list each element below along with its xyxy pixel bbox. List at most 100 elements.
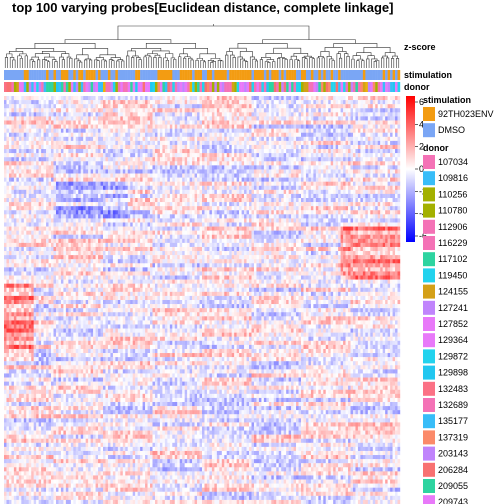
heatmap-cell — [244, 157, 247, 162]
heatmap-cell — [315, 185, 319, 191]
heatmap-cell — [211, 100, 215, 105]
heatmap-cell — [46, 202, 49, 207]
heatmap-cell — [26, 149, 29, 154]
heatmap-cell — [21, 153, 24, 158]
heatmap-cell — [234, 206, 237, 211]
heatmap-cell — [350, 210, 354, 215]
heatmap-cell — [100, 157, 104, 162]
heatmap-cell — [395, 96, 398, 101]
donor-cell — [127, 82, 131, 92]
heatmap-cell — [303, 177, 307, 182]
heatmap-cell — [16, 132, 20, 137]
heatmap-cell — [387, 132, 391, 137]
heatmap-cell — [103, 108, 106, 113]
heatmap-cell — [65, 108, 69, 113]
heatmap-cell — [268, 153, 272, 158]
heatmap-cell — [273, 198, 277, 203]
heatmap-cell — [115, 100, 119, 105]
heatmap-cell — [320, 132, 324, 137]
heatmap-cell — [241, 132, 245, 137]
heatmap-cell — [209, 157, 213, 162]
heatmap-cell — [271, 136, 274, 142]
heatmap-cell — [53, 202, 57, 207]
heatmap-cell — [150, 157, 153, 162]
heatmap-cell — [318, 173, 321, 178]
heatmap-cell — [172, 128, 175, 133]
heatmap-cell — [122, 161, 126, 166]
heatmap-cell — [360, 173, 364, 178]
heatmap-cell — [93, 128, 96, 133]
heatmap-cell — [192, 96, 195, 101]
heatmap-cell — [11, 108, 15, 113]
heatmap-cell — [177, 120, 180, 125]
heatmap-cell — [348, 112, 351, 117]
heatmap-cell — [162, 193, 166, 199]
heatmap-cell — [58, 193, 62, 199]
heatmap-cell — [16, 202, 20, 207]
heatmap-cell — [278, 169, 282, 174]
heatmap-cell — [310, 157, 314, 162]
heatmap-cell — [395, 157, 398, 162]
heatmap-cell — [23, 140, 27, 146]
heatmap-cell — [268, 177, 272, 182]
heatmap-cell — [377, 173, 381, 178]
heatmap-cell — [11, 193, 15, 199]
heatmap-cell — [224, 140, 227, 146]
heatmap-cell — [313, 112, 317, 117]
heatmap-cell — [98, 96, 101, 101]
heatmap-cell — [343, 169, 346, 174]
heatmap-cell — [85, 193, 89, 199]
heatmap-cell — [273, 108, 277, 113]
heatmap-cell — [58, 100, 62, 105]
heatmap-cell — [318, 193, 321, 199]
heatmap-cell — [130, 198, 133, 203]
heatmap-cell — [338, 128, 341, 133]
heatmap-cell — [397, 96, 401, 101]
heatmap-cell — [110, 210, 114, 215]
heatmap-cell — [298, 136, 302, 142]
heatmap-cell — [271, 185, 274, 191]
heatmap-cell — [362, 177, 366, 182]
heatmap-cell — [107, 193, 111, 199]
heatmap-cell — [372, 116, 376, 121]
heatmap-cell — [117, 112, 121, 117]
heatmap-cell — [112, 169, 116, 174]
heatmap-cell — [145, 198, 148, 203]
heatmap-cell — [65, 169, 69, 174]
heatmap-cell — [31, 112, 34, 117]
heatmap-cell — [268, 108, 272, 113]
heatmap-cell — [286, 177, 289, 182]
stimulation-cell — [206, 70, 210, 80]
donor-cell — [169, 82, 173, 92]
heatmap-cell — [268, 193, 272, 199]
heatmap-cell — [120, 153, 123, 158]
heatmap-cell — [395, 144, 398, 150]
heatmap-cell — [305, 173, 309, 178]
heatmap-cell — [125, 189, 128, 195]
heatmap-cell — [253, 96, 257, 101]
heatmap-cell — [263, 153, 267, 158]
heatmap-cell — [323, 206, 326, 211]
donor-cell — [187, 82, 190, 92]
heatmap-cell — [46, 149, 49, 154]
heatmap-cell — [68, 198, 72, 203]
donor-cell — [140, 82, 143, 92]
heatmap-cell — [387, 124, 391, 129]
heatmap-cell — [206, 132, 210, 137]
heatmap-cell — [390, 112, 393, 117]
heatmap-cell — [226, 140, 230, 146]
heatmap-cell — [194, 104, 198, 109]
heatmap-cell — [169, 132, 173, 137]
heatmap-cell — [246, 120, 250, 125]
heatmap-cell — [315, 202, 319, 207]
heatmap-cell — [184, 173, 188, 178]
heatmap-cell — [167, 153, 171, 158]
heatmap-cell — [120, 96, 123, 101]
heatmap-cell — [241, 144, 245, 150]
heatmap-cell — [308, 177, 312, 182]
heatmap-cell — [350, 149, 354, 154]
heatmap-cell — [88, 181, 91, 186]
heatmap-cell — [365, 193, 369, 199]
heatmap-cell — [26, 128, 29, 133]
heatmap-cell — [38, 206, 42, 211]
